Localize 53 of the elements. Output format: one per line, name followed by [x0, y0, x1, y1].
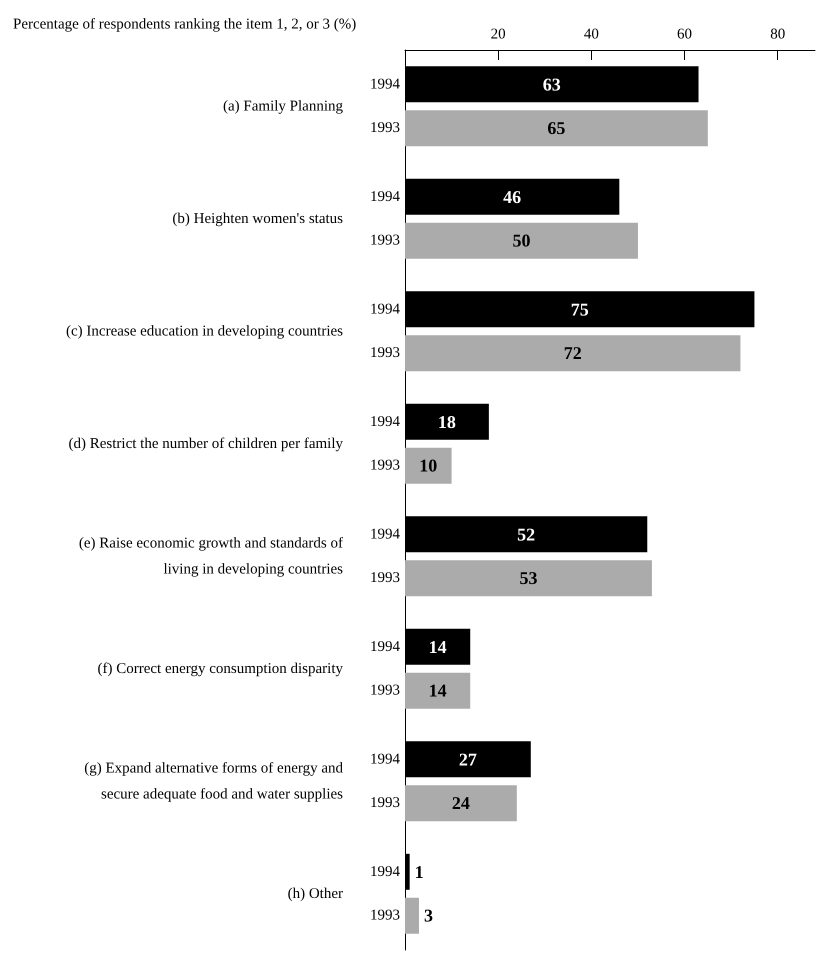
text: 1993 — [370, 570, 400, 586]
y-tick-label: (f) Correct energy consumption disparity — [98, 660, 344, 677]
bar — [405, 448, 452, 484]
data-label: 14 — [428, 636, 447, 657]
text: 1993 — [370, 232, 400, 249]
text: 1994 — [370, 638, 400, 655]
series-label: 1994 — [370, 76, 400, 92]
series-label: 1993 — [370, 120, 400, 136]
text: 1994 — [370, 301, 400, 318]
x-tick-label: 80 — [770, 26, 786, 42]
x-tick-label: 40 — [584, 26, 599, 42]
x-axis-title: Percentage of respondents ranking the item 1, 2, or 3 (%) — [13, 16, 356, 32]
y-tick-label: (h) Other — [288, 886, 343, 902]
data-label: 50 — [512, 230, 530, 251]
text: 1993 — [370, 345, 400, 362]
x-tick-label: 60 — [677, 26, 692, 42]
bar — [405, 898, 419, 934]
text: 1993 — [370, 682, 400, 699]
data-label: 1 — [414, 862, 424, 882]
bar — [405, 110, 708, 146]
data-label: 14 — [428, 680, 447, 701]
y-tick-label: (g) Expand alternative forms of energy and secure adequate food and water supplies — [84, 760, 344, 802]
text: 1994 — [370, 414, 400, 430]
data-label: 10 — [419, 456, 438, 476]
text: 1993 — [370, 795, 400, 812]
bar — [405, 222, 638, 259]
text: 1994 — [370, 526, 400, 542]
text: 1994 — [370, 188, 400, 205]
y-tick-label: (a) Family Planning — [223, 98, 344, 114]
text: 1994 — [370, 751, 400, 768]
data-label: 18 — [438, 412, 456, 432]
x-tick-label: 20 — [490, 26, 506, 42]
data-label: 63 — [542, 74, 561, 94]
y-tick-label: (b) Heighten women's status — [172, 210, 344, 227]
text: 1994 — [370, 864, 400, 880]
data-label: 72 — [564, 343, 582, 364]
bar — [405, 672, 470, 709]
bar — [405, 785, 517, 822]
data-label: 46 — [503, 186, 522, 207]
y-tick-label: (e) Raise economic growth and standards of living in developing countries — [78, 535, 344, 578]
bar — [405, 335, 740, 372]
data-label: 52 — [517, 524, 536, 544]
data-label: 53 — [519, 568, 538, 588]
y-tick-label: (c) Increase education in developing countries — [66, 323, 344, 340]
y-tick-label: (d) Restrict the number of children per family — [68, 436, 344, 452]
text: 1993 — [370, 458, 400, 474]
data-label: 75 — [570, 299, 589, 320]
data-label: 65 — [547, 118, 566, 138]
text: 1993 — [370, 908, 400, 924]
bar — [405, 560, 652, 596]
data-label: 3 — [424, 906, 433, 926]
data-label: 27 — [458, 749, 477, 770]
data-label: 24 — [452, 793, 470, 814]
